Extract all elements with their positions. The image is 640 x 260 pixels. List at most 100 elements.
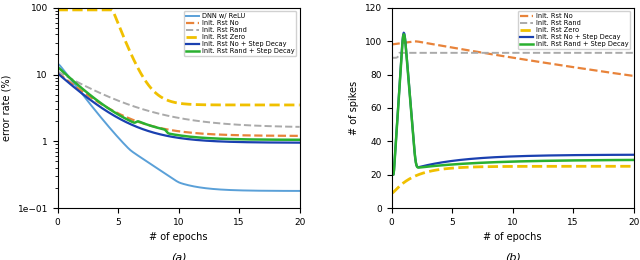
Init. Rst Rand + Step Decay [83, 91, 90, 94]
Init. Rst Zero [564, 165, 572, 168]
Init. Rst Rand [150, 111, 157, 114]
Init. Rst Rand + Step Decay [417, 166, 425, 169]
Init. Rst Zero [296, 103, 303, 107]
Init. Rst Rand [541, 51, 548, 54]
Init. Rst Zero [540, 165, 548, 168]
Init. Rst No [54, 72, 61, 75]
Init. Rst No + Step Decay [83, 96, 90, 99]
Init. Rst Rand [296, 125, 303, 128]
Init. Rst No [417, 41, 425, 44]
Init. Rst No [206, 133, 214, 136]
Init. Rst Zero [207, 103, 214, 106]
Y-axis label: error rate (%): error rate (%) [2, 75, 12, 141]
Init. Rst Zero [229, 103, 237, 107]
Init. Rst Rand [132, 106, 140, 109]
Line: Init. Rst No: Init. Rst No [58, 73, 300, 136]
DNN w/ ReLU [228, 188, 236, 192]
Init. Rst No [564, 65, 572, 68]
Init. Rst Rand [484, 51, 492, 54]
Init. Rst No + Step Decay [400, 31, 408, 34]
Init. Rst Rand + Step Decay [564, 159, 572, 162]
Init. Rst No + Step Decay [417, 165, 425, 168]
Init. Rst Zero [417, 172, 424, 176]
Init. Rst Zero [83, 8, 90, 11]
Init. Rst No + Step Decay [388, 173, 396, 176]
Init. Rst Zero [54, 8, 61, 11]
Init. Rst Rand + Step Decay [541, 159, 548, 162]
X-axis label: # of epochs: # of epochs [149, 232, 208, 242]
Init. Rst Rand + Step Decay [132, 120, 140, 123]
Init. Rst Rand + Step Decay [484, 161, 492, 164]
Init. Rst Rand [228, 123, 236, 126]
Init. Rst No [412, 40, 419, 43]
Init. Rst Rand + Step Decay [563, 159, 571, 162]
DNN w/ ReLU [132, 153, 140, 156]
Init. Rst No [296, 134, 303, 138]
Init. Rst No [541, 61, 548, 64]
Line: Init. Rst Rand: Init. Rst Rand [392, 53, 634, 58]
Init. Rst Zero [150, 90, 158, 93]
Init. Rst Rand [564, 51, 572, 54]
Init. Rst Zero [230, 103, 238, 107]
Text: (a): (a) [171, 252, 186, 260]
Init. Rst No + Step Decay [296, 141, 303, 144]
Init. Rst Zero [467, 166, 474, 169]
Init. Rst Rand + Step Decay [467, 162, 475, 165]
Init. Rst Rand [388, 56, 396, 59]
Init. Rst No + Step Decay [230, 140, 237, 144]
Init. Rst Zero [133, 65, 141, 68]
Init. Rst Rand [630, 51, 637, 54]
Init. Rst No [563, 64, 571, 68]
DNN w/ ReLU [54, 62, 61, 66]
Line: Init. Rst Zero: Init. Rst Zero [392, 166, 634, 193]
Init. Rst Rand + Step Decay [630, 158, 637, 161]
Init. Rst No + Step Decay [484, 156, 492, 159]
Init. Rst No [150, 125, 157, 128]
Line: Init. Rst Zero: Init. Rst Zero [58, 10, 300, 105]
Init. Rst No [83, 93, 90, 96]
Legend: Init. Rst No, Init. Rst Rand, Init. Rst Zero, Init. Rst No + Step Decay, Init. R: Init. Rst No, Init. Rst Rand, Init. Rst … [518, 11, 630, 49]
X-axis label: # of epochs: # of epochs [483, 232, 542, 242]
Line: Init. Rst No: Init. Rst No [392, 41, 634, 76]
Init. Rst No [228, 133, 236, 136]
Init. Rst No + Step Decay [564, 154, 572, 157]
Line: DNN w/ ReLU: DNN w/ ReLU [58, 64, 300, 191]
Init. Rst Rand + Step Decay [230, 138, 237, 141]
Line: Init. Rst No + Step Decay: Init. Rst No + Step Decay [58, 74, 300, 143]
Init. Rst Rand [83, 85, 90, 88]
Init. Rst No + Step Decay [467, 157, 475, 160]
DNN w/ ReLU [150, 164, 157, 167]
Init. Rst Rand [54, 70, 61, 74]
Init. Rst Zero [388, 192, 396, 195]
Init. Rst Rand + Step Decay [206, 137, 214, 140]
Init. Rst Rand [230, 123, 237, 126]
Legend: DNN w/ ReLU, Init. Rst No, Init. Rst Rand, Init. Rst Zero, Init. Rst No + Step D: DNN w/ ReLU, Init. Rst No, Init. Rst Ran… [184, 11, 296, 56]
Init. Rst Rand [563, 51, 571, 54]
Init. Rst Zero [106, 8, 114, 11]
Init. Rst No [230, 134, 237, 137]
Text: (b): (b) [505, 252, 520, 260]
Init. Rst No [484, 52, 492, 55]
Init. Rst No + Step Decay [206, 139, 214, 142]
Init. Rst No [388, 43, 396, 46]
Init. Rst Rand + Step Decay [150, 125, 157, 128]
Init. Rst Rand + Step Decay [296, 138, 303, 141]
Init. Rst No [132, 120, 140, 123]
Init. Rst Zero [563, 165, 570, 168]
Init. Rst No + Step Decay [563, 154, 571, 157]
Init. Rst Zero [630, 165, 637, 168]
DNN w/ ReLU [206, 187, 214, 190]
Init. Rst Rand [206, 121, 214, 124]
Init. Rst No + Step Decay [541, 154, 548, 157]
DNN w/ ReLU [83, 98, 90, 101]
Init. Rst No + Step Decay [132, 125, 140, 128]
Init. Rst No [630, 74, 637, 77]
Init. Rst Rand + Step Decay [388, 173, 396, 176]
Line: Init. Rst No + Step Decay: Init. Rst No + Step Decay [392, 33, 634, 175]
Init. Rst No + Step Decay [630, 153, 637, 156]
Y-axis label: # of spikes: # of spikes [349, 81, 359, 135]
Init. Rst No + Step Decay [228, 140, 236, 144]
Line: Init. Rst Rand + Step Decay: Init. Rst Rand + Step Decay [392, 34, 634, 175]
Init. Rst Rand + Step Decay [228, 138, 236, 141]
Init. Rst No + Step Decay [150, 131, 157, 134]
